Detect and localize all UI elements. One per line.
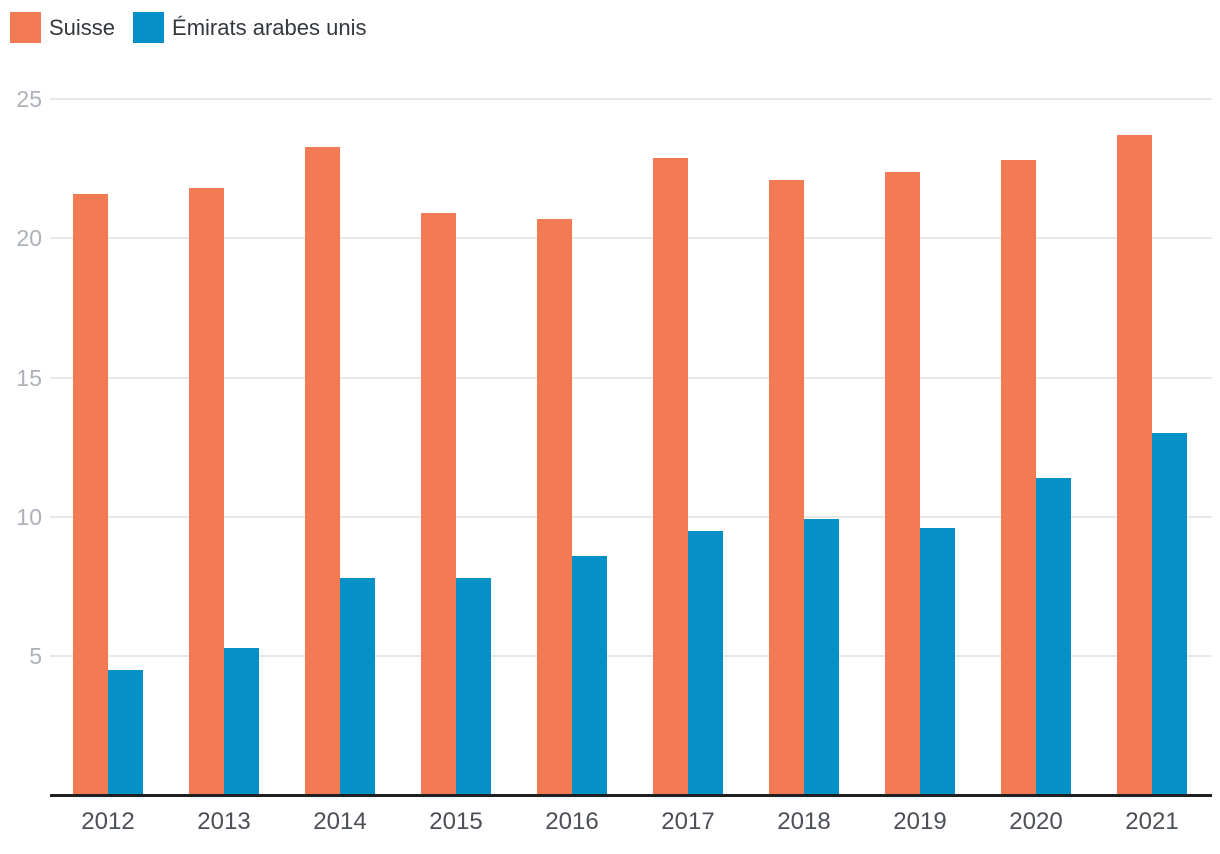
bar-suisse-2018[interactable] (769, 180, 804, 795)
gridline-y-5 (50, 654, 1212, 657)
bar-emirats-arabes-unis-2014[interactable] (340, 578, 375, 795)
bar-suisse-2013[interactable] (189, 188, 224, 795)
bar-suisse-2014[interactable] (305, 147, 340, 795)
bar-suisse-2015[interactable] (421, 213, 456, 795)
bar-emirats-arabes-unis-2021[interactable] (1152, 433, 1187, 795)
y-axis-tick-label: 25 (16, 86, 42, 113)
gridline-y-10 (50, 515, 1212, 518)
gridline-y-20 (50, 237, 1212, 240)
x-axis-tick-label-2021: 2021 (1125, 808, 1179, 835)
legend-item-suisse: Suisse (10, 12, 115, 43)
gridline-y-15 (50, 376, 1212, 379)
x-axis-tick-label-2014: 2014 (313, 808, 367, 835)
bar-emirats-arabes-unis-2013[interactable] (224, 648, 259, 795)
chart-legend: Suisse Émirats arabes unis (10, 12, 366, 43)
legend-swatch-suisse (10, 12, 41, 43)
bar-suisse-2016[interactable] (537, 219, 572, 795)
x-axis-tick-label-2020: 2020 (1009, 808, 1063, 835)
x-axis-tick-label-2018: 2018 (777, 808, 831, 835)
x-axis-tick-label-2017: 2017 (661, 808, 715, 835)
legend-label: Émirats arabes unis (172, 14, 367, 40)
x-axis-tick-label-2012: 2012 (81, 808, 135, 835)
y-axis-tick-label: 15 (16, 364, 42, 391)
legend-item-emirats-arabes-unis: Émirats arabes unis (133, 12, 366, 43)
bar-suisse-2020[interactable] (1001, 160, 1036, 795)
legend-label: Suisse (49, 14, 116, 40)
gridline-y-25 (50, 98, 1212, 101)
bar-suisse-2012[interactable] (73, 194, 108, 795)
bar-emirats-arabes-unis-2017[interactable] (688, 531, 723, 795)
bar-emirats-arabes-unis-2015[interactable] (456, 578, 491, 795)
bar-suisse-2017[interactable] (653, 158, 688, 795)
bar-emirats-arabes-unis-2019[interactable] (920, 528, 955, 795)
bar-suisse-2021[interactable] (1117, 135, 1152, 795)
y-axis-tick-label: 10 (16, 503, 42, 530)
bar-emirats-arabes-unis-2020[interactable] (1036, 478, 1071, 795)
y-axis-tick-label: 20 (16, 225, 42, 252)
x-axis-tick-label-2015: 2015 (429, 808, 483, 835)
legend-swatch-emirats-arabes-unis (133, 12, 165, 43)
bar-suisse-2019[interactable] (885, 172, 920, 795)
bar-emirats-arabes-unis-2016[interactable] (572, 556, 607, 795)
y-axis-tick-label: 5 (29, 642, 42, 669)
x-axis-tick-label-2016: 2016 (545, 808, 599, 835)
x-axis-tick-label-2019: 2019 (893, 808, 947, 835)
x-axis-line (50, 794, 1212, 797)
bar-emirats-arabes-unis-2018[interactable] (804, 519, 839, 795)
bar-emirats-arabes-unis-2012[interactable] (108, 670, 143, 795)
x-axis-tick-label-2013: 2013 (197, 808, 251, 835)
